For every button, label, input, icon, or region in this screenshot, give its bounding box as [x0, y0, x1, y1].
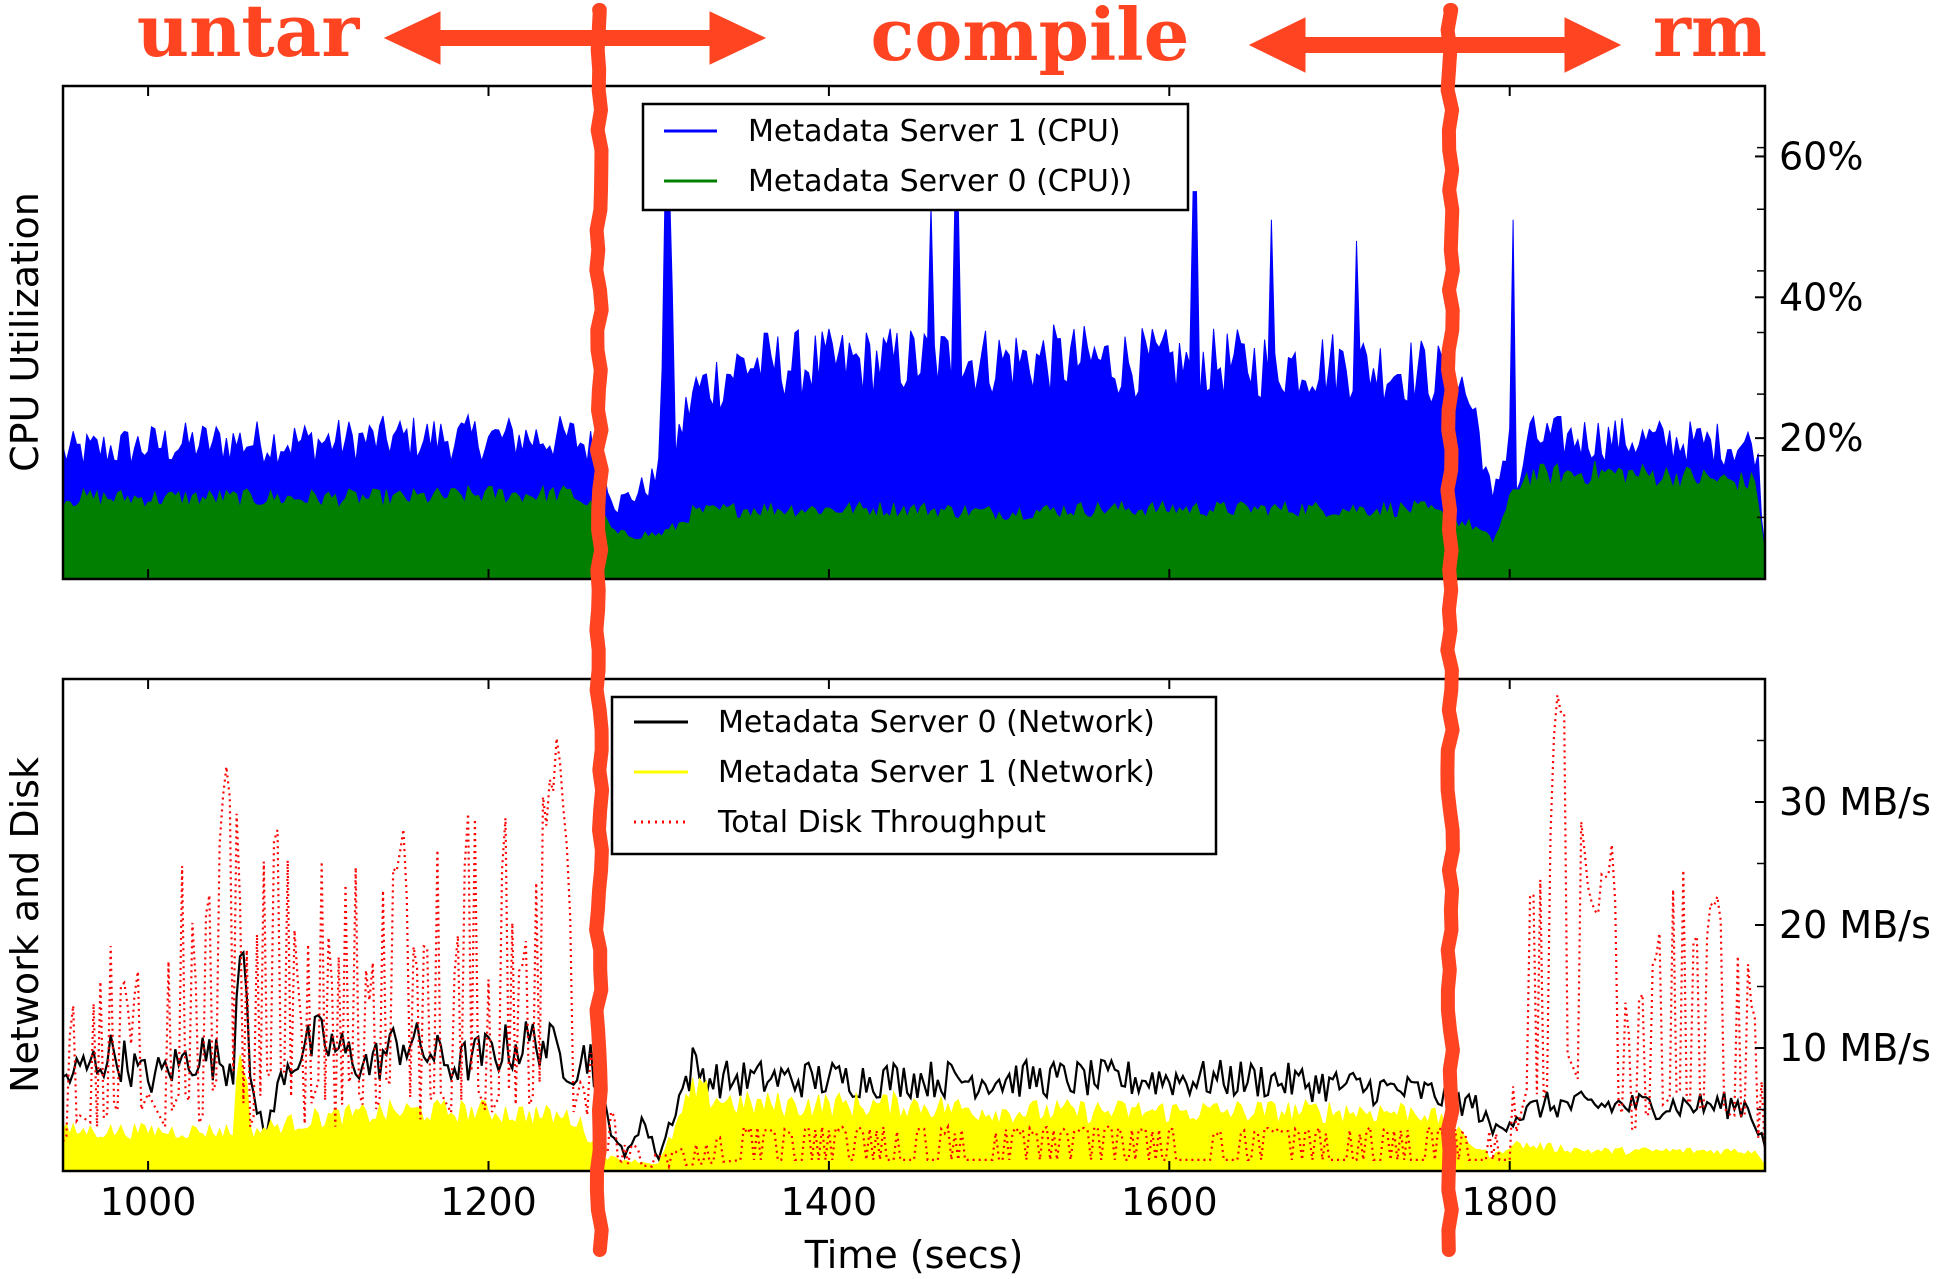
network-y-tick-label: 20 MB/s [1779, 903, 1931, 947]
network-y-tick-label: 10 MB/s [1779, 1026, 1931, 1070]
phase-arrow-compile-rm [1248, 17, 1622, 73]
x-tick-label: 1000 [100, 1180, 197, 1224]
phase-divider-1 [1440, 3, 1460, 1257]
cpu-y-tick-label: 60% [1779, 134, 1863, 178]
x-tick-label: 1200 [440, 1180, 537, 1224]
network-y-tick-label: 30 MB/s [1779, 780, 1931, 824]
network-legend-label-disk: Total Disk Throughput [717, 805, 1046, 840]
phase-label-compile: compile [871, 0, 1190, 77]
x-tick-label: 1600 [1121, 1180, 1218, 1224]
cpu-plot-area [63, 163, 1765, 579]
network-legend-label-server1: Metadata Server 1 (Network) [718, 755, 1155, 790]
cpu-y-tick-label: 40% [1779, 275, 1863, 319]
cpu-y-ticks: 20% 40% 60% [1755, 134, 1863, 519]
network-series-total-disk-throughput [63, 694, 1765, 1171]
network-series-metadata-server-0-network- [63, 949, 1765, 1163]
network-legend-label-server0: Metadata Server 0 (Network) [718, 705, 1155, 740]
phase-dividers [589, 3, 1460, 1257]
network-series-group [63, 694, 1765, 1171]
cpu-x-ticks [147, 86, 1511, 579]
x-tick-label: 1800 [1461, 1180, 1558, 1224]
phase-label-untar: untar [137, 0, 361, 73]
x-tick-label: 1400 [781, 1180, 878, 1224]
network-legend: Metadata Server 0 (Network) Metadata Ser… [610, 695, 1218, 856]
phase-arrow-untar-compile [383, 11, 767, 65]
cpu-series-metadata-server-1-cpu- [63, 163, 1765, 579]
cpu-y-axis-label: CPU Utilization [3, 192, 47, 472]
network-disk-panel: 10 MB/s 20 MB/s 30 MB/s 1000 1200 1400 1600 18… [3, 677, 1931, 1277]
network-y-ticks: 10 MB/s 20 MB/s 30 MB/s [1755, 739, 1931, 1111]
phase-label-rm: rm [1653, 0, 1767, 73]
network-y-axis-label: Network and Disk [3, 757, 47, 1093]
network-plot-area [63, 694, 1765, 1171]
cpu-series-metadata-server-0-cpu- [63, 460, 1765, 579]
cpu-y-tick-label: 20% [1779, 416, 1863, 460]
cpu-series-group [63, 163, 1765, 579]
network-x-ticks: 1000 1200 1400 1600 1800 [100, 679, 1558, 1224]
cpu-utilization-panel: 20% 40% 60% CPU Utilization Metadata Serve… [3, 84, 1863, 581]
cpu-legend-label-server0: Metadata Server 0 (CPU)) [748, 164, 1132, 199]
phase-divider-0 [589, 3, 610, 1257]
x-axis-label: Time (secs) [804, 1233, 1024, 1277]
cpu-legend-label-server1: Metadata Server 1 (CPU) [748, 114, 1121, 149]
cpu-legend: Metadata Server 1 (CPU) Metadata Server … [641, 102, 1190, 212]
